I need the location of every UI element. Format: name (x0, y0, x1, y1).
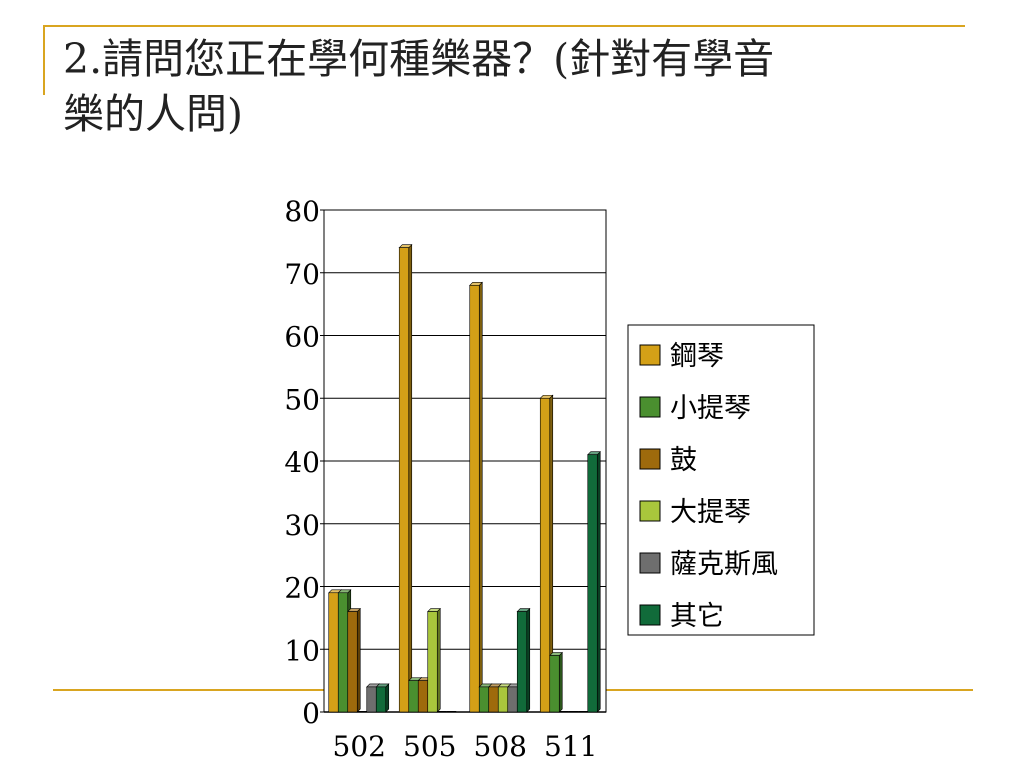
y-tick-label: 70 (284, 258, 320, 291)
legend-item: 薩克斯風 (639, 549, 778, 580)
legend-swatch (639, 448, 661, 470)
bar-side (558, 651, 563, 713)
legend-swatch (639, 500, 661, 522)
legend-label: 其它 (670, 601, 724, 632)
bar-front (427, 611, 438, 713)
bar-front (549, 655, 560, 713)
bar-front (417, 680, 429, 713)
legend-label: 鼓 (670, 445, 697, 476)
y-tick-label: 80 (284, 195, 320, 228)
legend-label: 薩克斯風 (670, 549, 778, 580)
bar-front (488, 686, 499, 713)
bar-front (347, 611, 358, 713)
legend-item: 小提琴 (639, 393, 751, 424)
bar-side (408, 243, 413, 713)
bar-front (398, 247, 410, 713)
legend-item: 大提琴 (639, 497, 751, 528)
bar-side (436, 607, 441, 713)
bar (549, 651, 563, 713)
bar-front (497, 686, 509, 713)
bar-front (337, 592, 349, 713)
x-tick-label: 508 (474, 730, 527, 763)
x-tick-label: 511 (544, 730, 597, 763)
legend-swatch (639, 344, 661, 366)
bar (427, 607, 441, 713)
bar-front (539, 397, 551, 713)
bar (587, 451, 601, 713)
bar-side (526, 607, 531, 713)
bar-front (375, 686, 387, 713)
legend-label: 大提琴 (670, 497, 751, 528)
legend-box (627, 324, 815, 636)
y-tick-label: 20 (284, 572, 320, 605)
legend-item: 鋼琴 (639, 341, 724, 372)
x-tick-label: 502 (333, 730, 386, 763)
frame-top-rule (43, 25, 965, 27)
y-tick-label: 50 (284, 383, 320, 416)
bar-front (366, 686, 377, 713)
y-tick-label: 10 (284, 634, 320, 667)
bar-front (478, 686, 490, 713)
bar (347, 607, 361, 713)
bar-front (507, 686, 518, 713)
bar-front (469, 284, 480, 713)
bar-front (587, 454, 598, 713)
slide-title-line-2: 樂的人問) (63, 90, 243, 138)
y-tick-label: 30 (284, 509, 320, 542)
legend-item: 鼓 (639, 445, 697, 476)
bar (516, 607, 531, 713)
legend-label: 小提琴 (670, 393, 751, 424)
legend-swatch (639, 396, 661, 418)
y-tick-label: 0 (302, 697, 320, 730)
bar-side (385, 683, 390, 713)
bar (375, 683, 390, 713)
slide-title: 2.請問您正在學何種樂器？(針對有學音 樂的人問) (63, 32, 963, 142)
x-tick-label: 505 (403, 730, 456, 763)
legend-label: 鋼琴 (670, 341, 724, 372)
bar-front (408, 680, 419, 713)
bar (398, 243, 413, 713)
y-tick-label: 40 (284, 446, 320, 479)
legend-item: 其它 (639, 601, 724, 632)
bar-front (516, 611, 528, 713)
legend-swatch (639, 604, 661, 626)
bar-side (356, 607, 361, 713)
frame-left-rule (43, 25, 45, 95)
bar-front (328, 592, 339, 713)
y-tick-label: 60 (284, 321, 320, 354)
bar-side (596, 451, 601, 713)
legend-swatch (639, 552, 661, 574)
bar-side (478, 281, 483, 713)
slide-title-line-1: 2.請問您正在學何種樂器？(針對有學音 (63, 35, 775, 83)
bar (469, 281, 483, 713)
